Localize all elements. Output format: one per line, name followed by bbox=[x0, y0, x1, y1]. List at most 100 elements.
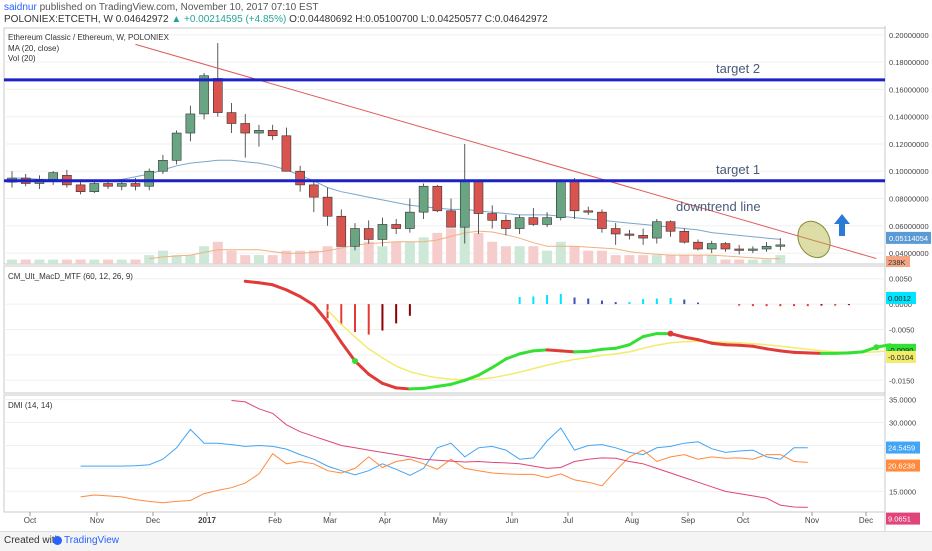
macd-value-label: 0.0012 bbox=[888, 294, 911, 303]
volume-bar bbox=[432, 232, 443, 264]
macd-line-segment bbox=[243, 279, 261, 285]
macd-line-segment bbox=[573, 349, 590, 354]
dmi-title: DMI (14, 14) bbox=[8, 401, 53, 410]
candle-body bbox=[665, 221, 676, 232]
tradingview-link[interactable]: TradingView bbox=[64, 535, 120, 546]
candle-body bbox=[281, 135, 292, 172]
indicator-label: Vol (20) bbox=[8, 54, 36, 63]
macd-line-segment bbox=[408, 386, 426, 391]
candle-body bbox=[89, 183, 100, 192]
price-change: ▲ +0.00214595 (+4.85%) bbox=[171, 14, 287, 25]
macd-line-segment bbox=[641, 332, 659, 339]
macd-histogram-bar bbox=[395, 304, 398, 324]
dmi-tick-label: 30.0000 bbox=[889, 419, 916, 428]
dmi-value-label: 9.0651 bbox=[888, 515, 911, 524]
time-label: May bbox=[432, 516, 447, 525]
volume-bar bbox=[226, 250, 237, 264]
trading-chart[interactable]: Oct Nov Dec 2017 Feb Mar Apr May Jun Jul Aug Sep Oct… bbox=[0, 26, 932, 531]
macd-histogram-bar bbox=[847, 304, 850, 306]
volume-bar bbox=[500, 246, 511, 264]
macd-line-segment bbox=[490, 357, 508, 370]
candle-body bbox=[569, 180, 580, 212]
macd-line-segment bbox=[723, 343, 741, 347]
macd-cross-marker bbox=[667, 330, 674, 337]
macd-histogram-bar bbox=[600, 300, 603, 305]
price-tick-label: 0.08000000 bbox=[889, 195, 929, 204]
time-label: 2017 bbox=[198, 516, 216, 525]
candle-body bbox=[652, 221, 662, 239]
candle-body bbox=[748, 248, 758, 251]
price-tick-label: 0.12000000 bbox=[889, 140, 929, 149]
volume-bar bbox=[377, 246, 388, 264]
volume-bar bbox=[404, 241, 415, 264]
macd-signal-line bbox=[327, 309, 891, 381]
macd-line-segment bbox=[518, 349, 535, 356]
macd-line-segment bbox=[833, 351, 851, 355]
price-series bbox=[4, 34, 885, 264]
price-tick-label: 0.10000000 bbox=[889, 167, 929, 176]
price-tick-label: 0.16000000 bbox=[889, 85, 929, 94]
macd-histogram-bar bbox=[642, 299, 645, 305]
volume-bar bbox=[638, 255, 649, 264]
macd-histogram-bar bbox=[820, 304, 823, 306]
candle-body bbox=[213, 78, 223, 113]
macd-line-segment bbox=[600, 346, 618, 351]
candle-body bbox=[322, 196, 333, 217]
dmi-tick-label: 15.0000 bbox=[889, 487, 916, 496]
volume-bar bbox=[48, 259, 59, 264]
candle-body bbox=[720, 243, 731, 250]
volume-bar bbox=[693, 255, 703, 264]
macd-histogram-bar bbox=[559, 293, 562, 305]
volume-bar bbox=[103, 259, 114, 264]
volume-bar bbox=[775, 255, 786, 264]
macd-histogram-bar bbox=[614, 302, 617, 305]
volume-bar bbox=[555, 241, 566, 264]
macd-line-segment bbox=[559, 349, 577, 354]
price-chart-title: Ethereum Classic / Ethereum, W, POLONIEX bbox=[8, 33, 170, 42]
volume-bar bbox=[651, 255, 662, 264]
candle-body bbox=[418, 185, 429, 213]
time-label: Dec bbox=[146, 516, 160, 525]
macd-line-segment bbox=[847, 350, 865, 355]
target-2-label: target 2 bbox=[716, 61, 760, 76]
candle-body bbox=[363, 228, 374, 240]
dmi-value-tag bbox=[886, 512, 920, 525]
volume-bar bbox=[350, 237, 360, 264]
candle-body bbox=[309, 184, 319, 198]
macd-line-segment bbox=[614, 343, 631, 350]
symbol-info: POLONIEX:ETCETH, W 0.04642972 ▲ +0.00214… bbox=[4, 14, 548, 25]
volume-bar bbox=[89, 259, 100, 264]
candle-body bbox=[528, 217, 539, 225]
volume-bar bbox=[116, 259, 127, 264]
macd-histogram-bar bbox=[587, 298, 590, 305]
candle-body bbox=[597, 211, 607, 229]
macd-line-segment bbox=[449, 378, 467, 386]
volume-bar bbox=[240, 255, 251, 264]
volume-bar bbox=[720, 259, 731, 264]
ohlc-values: O:0.04480692 H:0.05100700 L:0.04250577 C… bbox=[289, 14, 548, 25]
time-label: Jul bbox=[563, 516, 573, 525]
macd-histogram-bar bbox=[765, 304, 768, 307]
volume-bar bbox=[747, 259, 758, 264]
price-tick-label: 0.04000000 bbox=[889, 249, 929, 258]
macd-line-segment bbox=[545, 348, 563, 353]
volume-bar bbox=[336, 241, 347, 264]
candle-body bbox=[775, 244, 786, 247]
macd-tick-label: -0.0050 bbox=[889, 326, 914, 335]
dmi-tick-label: 35.0000 bbox=[889, 396, 916, 405]
macd-histogram-bar bbox=[532, 296, 535, 305]
dmi-value-label: 20.6238 bbox=[888, 462, 915, 471]
volume-bar bbox=[308, 250, 319, 264]
macd-histogram-bar bbox=[518, 296, 521, 305]
indicator-label: MA (20, close) bbox=[8, 44, 59, 53]
author-link[interactable]: saidnur bbox=[4, 2, 37, 13]
volume-bar bbox=[761, 259, 772, 264]
highlight-ellipse bbox=[797, 220, 831, 259]
volume-bar bbox=[459, 224, 470, 264]
macd-line-segment bbox=[751, 344, 769, 351]
volume-bar bbox=[734, 259, 745, 264]
target-1-label: target 1 bbox=[716, 162, 760, 177]
volume-bar bbox=[130, 259, 141, 264]
volume-bar bbox=[418, 237, 429, 264]
candle-body bbox=[679, 230, 690, 243]
